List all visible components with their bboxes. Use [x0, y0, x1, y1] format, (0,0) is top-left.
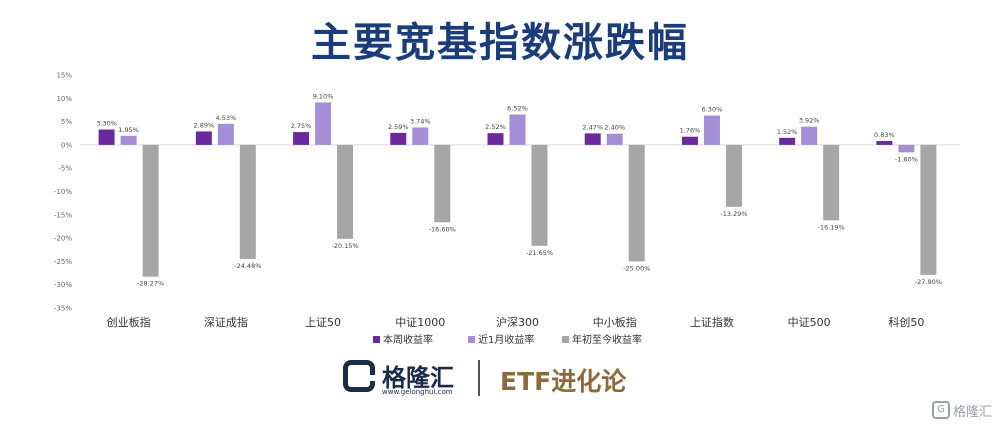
- bar-2: [217, 123, 234, 145]
- bars: [98, 102, 937, 277]
- data-label: -16.19%: [818, 223, 845, 231]
- data-label: 3.74%: [410, 117, 431, 125]
- bar-2: [606, 133, 623, 145]
- chart-title: 主要宽基指数涨跌幅: [311, 20, 689, 66]
- bar-3: [628, 144, 645, 262]
- bar-3: [142, 144, 159, 277]
- legend-swatch: [468, 336, 475, 343]
- bar-3: [531, 144, 548, 246]
- category-label: 中小板指: [593, 315, 637, 329]
- footer: 格隆汇 www.gelonghui.com ETF进化论: [0, 352, 1000, 412]
- data-label: 9.10%: [313, 92, 334, 100]
- data-label: 1.95%: [118, 126, 139, 134]
- y-tick-label: 5%: [61, 118, 72, 126]
- data-label: 6.30%: [702, 106, 723, 114]
- bar-3: [337, 144, 354, 239]
- category-label: 上证50: [305, 316, 341, 329]
- legend-label: 年初至今收益率: [572, 333, 642, 346]
- bar-2: [898, 144, 915, 153]
- y-tick-label: -20%: [54, 235, 72, 243]
- data-label: 2.40%: [604, 124, 625, 132]
- legend-swatch: [562, 336, 569, 343]
- category-label: 深证成指: [204, 315, 248, 329]
- bar-3: [239, 144, 256, 259]
- watermark-icon: G: [932, 401, 950, 419]
- category-label: 上证指数: [690, 315, 734, 329]
- legend: 本周收益率 近1月收益率 年初至今收益率: [373, 333, 642, 346]
- category-label: 创业板指: [107, 315, 151, 329]
- gelonghui-logo-icon: [343, 360, 375, 392]
- category-label: 科创50: [888, 315, 924, 329]
- bar-3: [725, 144, 742, 207]
- footer-divider: [478, 360, 480, 396]
- y-tick-label: 15%: [56, 72, 72, 80]
- bar-1: [487, 133, 504, 145]
- category-label: 中证500: [788, 316, 831, 329]
- bar-1: [195, 131, 212, 145]
- y-tick-label: 10%: [56, 95, 72, 103]
- data-label: -20.15%: [331, 242, 358, 250]
- bar-3: [823, 144, 840, 221]
- bar-2: [412, 127, 429, 145]
- data-label: -16.60%: [429, 225, 456, 233]
- legend-label: 近1月收益率: [478, 333, 534, 346]
- legend-swatch: [373, 336, 380, 343]
- bar-1: [98, 129, 115, 145]
- bar-1: [681, 136, 698, 145]
- category-label: 中证1000: [395, 316, 445, 329]
- data-label: 2.89%: [194, 121, 215, 129]
- bar-1: [584, 133, 601, 145]
- brand-url: www.gelonghui.com: [382, 388, 453, 396]
- bar-3: [434, 144, 451, 223]
- y-tick-label: -30%: [54, 281, 72, 289]
- x-axis-categories: 创业板指 深证成指 上证50 中证1000 沪深300 中小板指 上证指数 中证500 科创50: [107, 315, 925, 329]
- watermark-text: 格隆汇: [953, 405, 993, 420]
- bar-2: [509, 114, 526, 145]
- data-label: 2.52%: [485, 123, 506, 131]
- data-labels: 3.30%1.95% -28.27% 2.89%4.53% -24.48% 2.75% 9…: [96, 92, 942, 287]
- data-label: 4.53%: [216, 114, 237, 122]
- data-label: 2.75%: [291, 122, 312, 130]
- legend-label: 本周收益率: [383, 333, 433, 346]
- data-label: 6.52%: [507, 105, 528, 113]
- y-tick-label: -25%: [54, 258, 72, 266]
- data-label: -24.48%: [234, 262, 261, 270]
- category-label: 沪深300: [496, 315, 539, 329]
- bar-1: [779, 137, 796, 145]
- bar-2: [801, 126, 818, 145]
- y-tick-label: -35%: [54, 305, 72, 313]
- data-label: -25.00%: [623, 264, 650, 272]
- bar-2: [703, 115, 720, 145]
- y-tick-label: -10%: [54, 188, 72, 196]
- data-label: -28.27%: [137, 280, 164, 288]
- data-label: -1.60%: [895, 155, 918, 163]
- data-label: 0.83%: [874, 131, 895, 139]
- data-label: 3.30%: [96, 120, 117, 128]
- bar-1: [390, 132, 407, 145]
- data-label: -21.65%: [526, 249, 553, 257]
- data-label: 1.52%: [777, 128, 798, 136]
- bar-1: [293, 132, 310, 145]
- bar-2: [315, 102, 332, 145]
- bar-1: [876, 141, 893, 145]
- bar-2: [120, 135, 137, 145]
- brand-name: 格隆汇: [382, 364, 454, 392]
- y-tick-label: 0%: [61, 141, 72, 149]
- bar-3: [920, 144, 937, 275]
- y-tick-label: -15%: [54, 211, 72, 219]
- data-label: 1.76%: [680, 127, 701, 135]
- data-label: -13.29%: [720, 210, 747, 218]
- partner-name: ETF进化论: [500, 367, 627, 396]
- data-label: 3.92%: [799, 117, 820, 125]
- y-tick-label: -5%: [58, 165, 72, 173]
- bar-chart: 15% 10% 5% 0% -5% -10% -15% -20% -25% -30% -35% 3.…: [54, 72, 960, 346]
- data-label: 2.59%: [388, 123, 409, 131]
- data-label: 2.47%: [582, 123, 603, 131]
- data-label: -27.90%: [915, 278, 942, 286]
